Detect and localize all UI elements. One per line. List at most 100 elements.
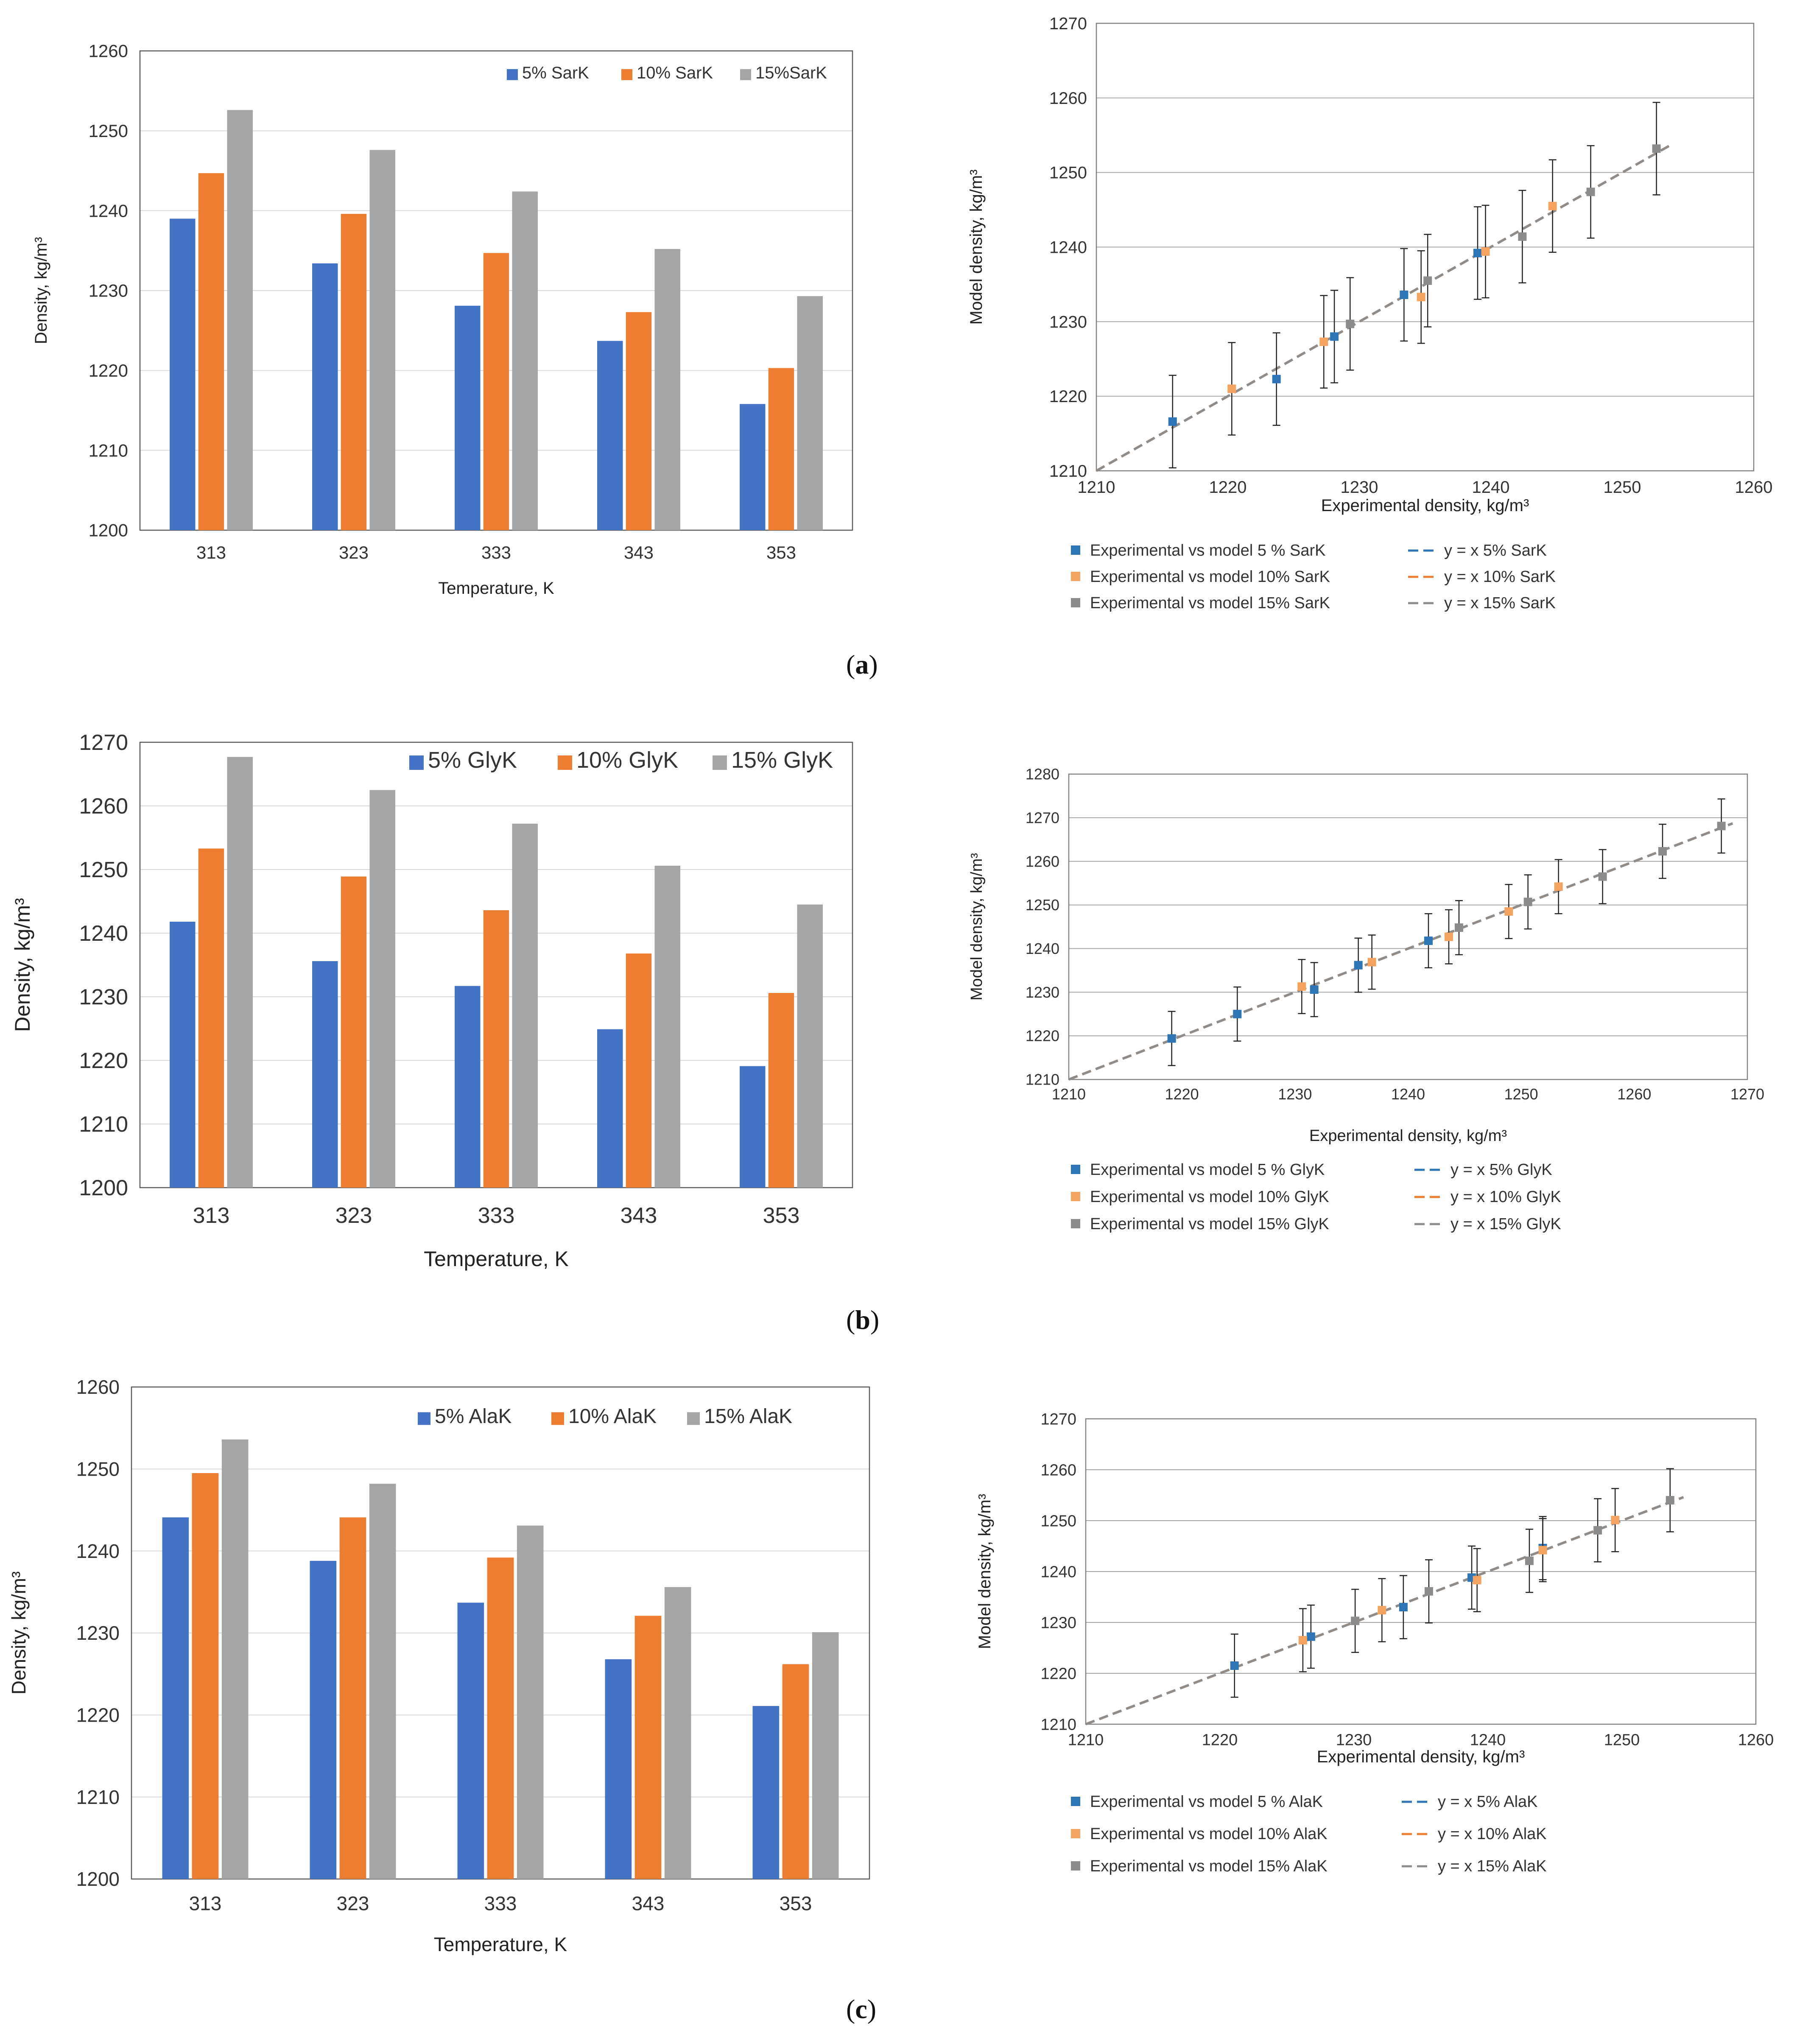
y-axis-title: Model density, kg/m³ (967, 169, 986, 324)
data-point (1523, 898, 1532, 906)
x-tick-label: 343 (632, 1893, 665, 1915)
x-tick-label: 353 (763, 1203, 800, 1228)
bar (192, 1473, 219, 1879)
legend-swatch (687, 1412, 700, 1425)
fit-line (1096, 145, 1670, 472)
bar (768, 368, 794, 530)
legend-label: Experimental vs model 10% SarK (1090, 568, 1330, 586)
legend-label: 10% AlaK (568, 1405, 657, 1428)
data-point (1525, 1556, 1534, 1565)
bar-chart-glyk: 1200 1210 1220 1230 1240 1250 1260 1270 313 323 33… (11, 730, 853, 1271)
legend-label: y = x 5% SarK (1444, 542, 1547, 559)
y-tick-label: 1250 (79, 858, 128, 882)
data-point (1598, 872, 1607, 881)
bar (740, 404, 766, 530)
y-tick-label: 1210 (76, 1786, 120, 1808)
data-point (1400, 291, 1409, 299)
legend-label: 5% GlyK (428, 747, 517, 773)
y-axis-title: Density, kg/m³ (8, 1571, 30, 1695)
legend-label: Experimental vs model 5 % AlaK (1090, 1793, 1323, 1811)
plot-border (1096, 22, 1755, 472)
legend-swatch (418, 1412, 430, 1425)
x-tick-label: 1240 (1472, 478, 1510, 497)
bar (797, 904, 823, 1188)
legend-swatch (1071, 545, 1080, 555)
bar (227, 110, 253, 530)
bar (221, 1439, 249, 1879)
bar (170, 922, 196, 1188)
data-point (1504, 907, 1513, 916)
x-tick-label: 1250 (1604, 1731, 1640, 1749)
legend-label: 10% GlyK (576, 747, 678, 773)
data-point (1593, 1526, 1602, 1535)
y-tick-label: 1210 (1040, 1716, 1076, 1734)
x-tick-label: 1260 (1735, 478, 1773, 497)
x-tick-label: 313 (189, 1893, 222, 1915)
bar (487, 1557, 514, 1879)
x-tick-label: 1240 (1470, 1731, 1506, 1749)
y-tick-label: 1240 (1026, 940, 1059, 957)
data-point (1297, 982, 1306, 991)
y-tick-label: 1250 (1040, 1512, 1076, 1530)
x-tick-label: 333 (478, 1203, 515, 1228)
legend-swatch (740, 69, 751, 80)
data-point (1330, 332, 1339, 341)
bar (341, 214, 367, 530)
x-tick-label: 1250 (1504, 1085, 1538, 1103)
bar (517, 1525, 544, 1879)
y-tick-label: 1220 (76, 1704, 120, 1726)
data-point (1233, 1009, 1242, 1018)
legend-swatch (1071, 1165, 1080, 1174)
data-point (1473, 1576, 1481, 1585)
y-tick-label: 1230 (76, 1622, 120, 1644)
y-tick-label: 1200 (76, 1868, 120, 1890)
x-tick-label: 1230 (1278, 1085, 1312, 1103)
legend-label: Experimental vs model 10% AlaK (1090, 1825, 1327, 1843)
y-tick-label: 1210 (1049, 462, 1087, 481)
x-tick-label: 1220 (1202, 1731, 1238, 1749)
legend-swatch (1071, 1829, 1080, 1838)
legend-swatch (1071, 1219, 1080, 1228)
bar (369, 150, 395, 530)
legend-label: Experimental vs model 5 % SarK (1090, 542, 1325, 559)
data-point (1473, 249, 1482, 257)
legend-label: y = x 15% AlaK (1438, 1857, 1547, 1875)
legend-label: 15%SarK (755, 64, 827, 82)
y-tick-label: 1210 (79, 1112, 128, 1137)
bar (664, 1587, 691, 1879)
x-tick-label: 333 (481, 542, 511, 562)
x-tick-label: 1220 (1209, 478, 1247, 497)
bar (740, 1066, 766, 1188)
bar (312, 961, 338, 1188)
y-tick-label: 1210 (89, 440, 128, 460)
scatter-chart-alak: 1210 1220 1230 1240 1250 1260 1270 1210 1220 1230… (975, 1410, 1774, 1875)
data-point (1167, 1034, 1176, 1043)
bar (634, 1616, 662, 1879)
y-tick-label: 1260 (79, 794, 128, 819)
legend-swatch (621, 69, 632, 80)
bar (455, 305, 481, 530)
legend-swatch (551, 1412, 564, 1425)
bar (512, 191, 538, 530)
panel-label-c: (c) (846, 1994, 877, 2024)
fit-line (1096, 145, 1670, 472)
y-tick-label: 1240 (79, 921, 128, 946)
legend-label: 5% AlaK (435, 1405, 511, 1428)
y-tick-label: 1260 (76, 1376, 120, 1398)
bar (369, 1484, 396, 1879)
panel-label-b: (b) (846, 1305, 880, 1335)
y-tick-label: 1230 (79, 985, 128, 1009)
y-axis-title: Model density, kg/m³ (968, 853, 986, 1001)
x-tick-label: 1250 (1604, 478, 1641, 497)
legend-swatch (1071, 598, 1080, 607)
y-tick-label: 1260 (89, 41, 128, 61)
bar (369, 790, 395, 1188)
data-point (1586, 187, 1595, 196)
data-point (1666, 1496, 1674, 1504)
y-tick-label: 1230 (1026, 984, 1059, 1001)
y-tick-label: 1240 (89, 201, 128, 221)
data-point (1310, 985, 1319, 994)
bar (512, 824, 538, 1188)
data-point (1399, 1603, 1408, 1611)
plot-border (1085, 1418, 1757, 1725)
